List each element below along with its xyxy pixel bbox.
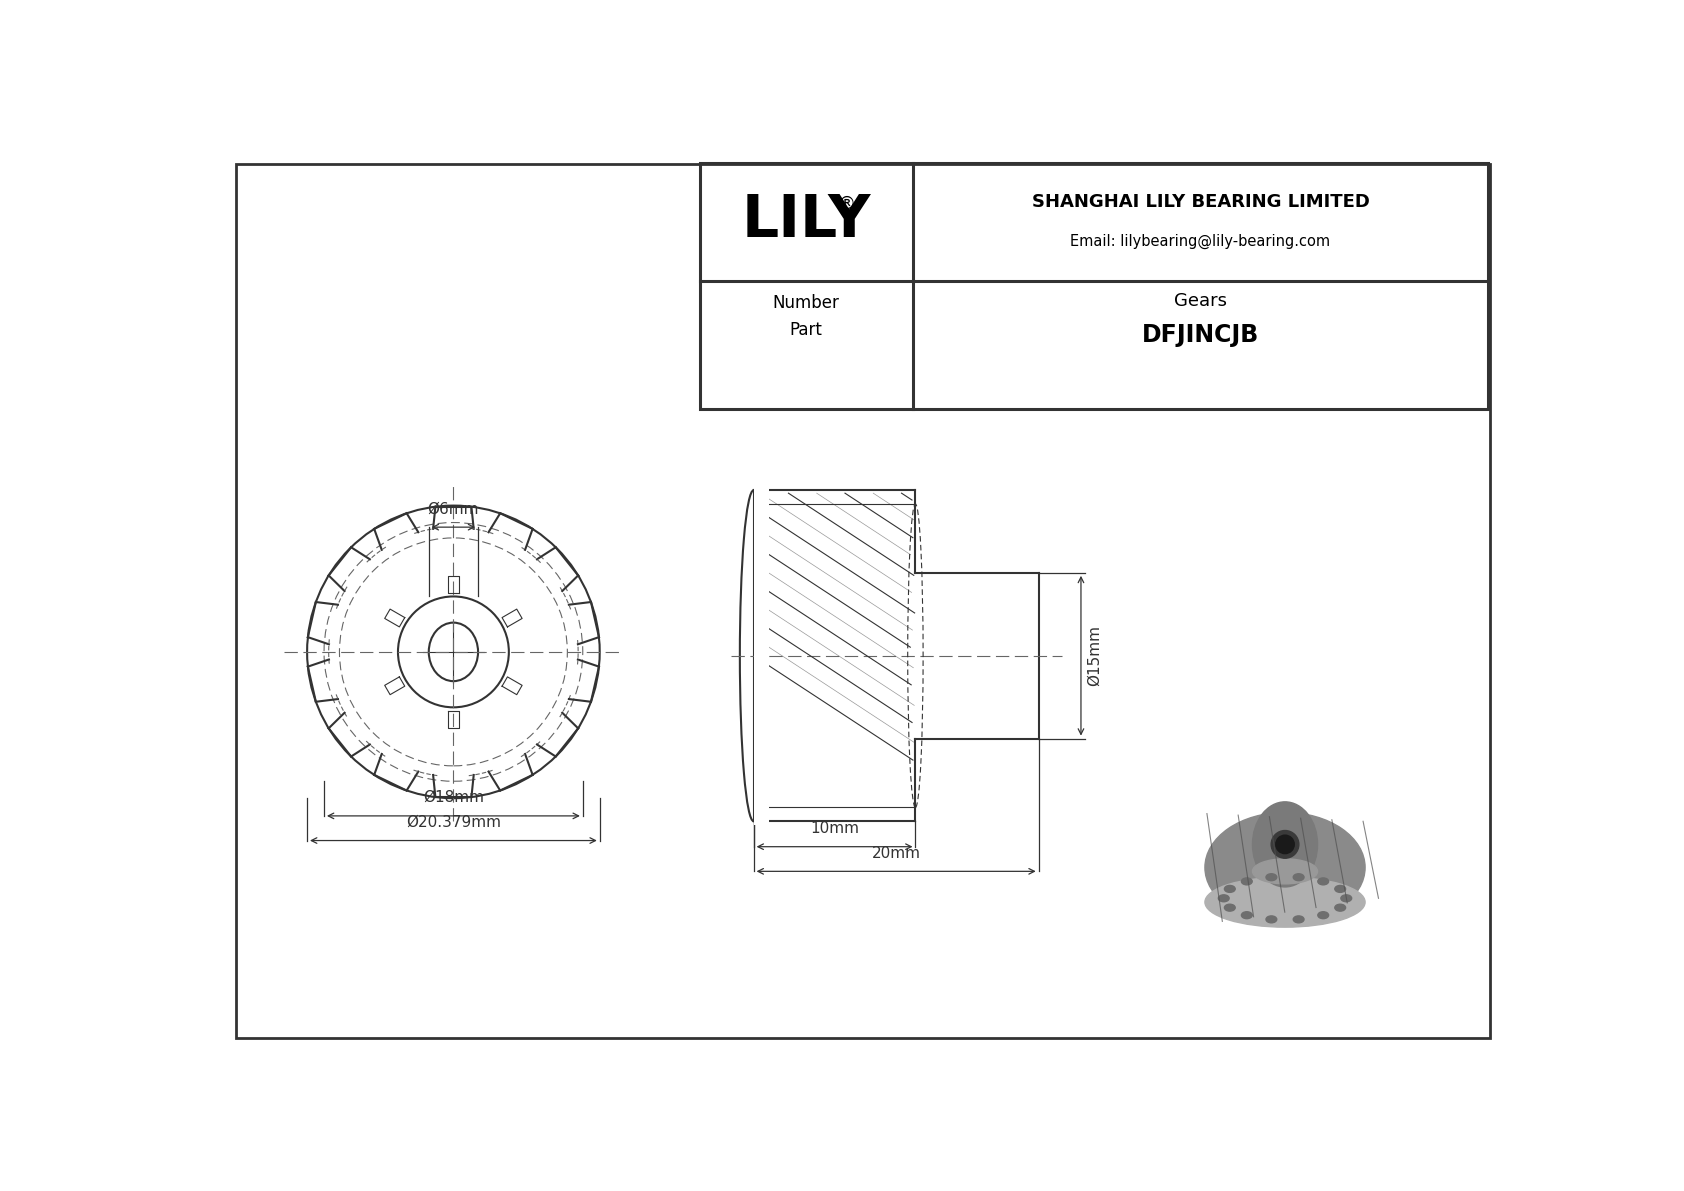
Text: LILY: LILY [741,192,871,249]
Text: Ø6mm: Ø6mm [428,501,480,517]
Ellipse shape [1266,916,1276,923]
Ellipse shape [1241,912,1253,918]
Ellipse shape [1253,802,1317,887]
Bar [701,163,1489,410]
Ellipse shape [1206,812,1366,923]
Text: DFJINCJB: DFJINCJB [1142,324,1260,348]
Text: SHANGHAI LILY BEARING LIMITED: SHANGHAI LILY BEARING LIMITED [1032,193,1369,211]
Text: Email: lilybearing@lily-bearing.com: Email: lilybearing@lily-bearing.com [1071,235,1330,249]
Text: Part: Part [790,322,823,339]
Circle shape [1276,835,1295,854]
Ellipse shape [1340,894,1352,902]
Circle shape [1271,830,1298,859]
Text: Ø20.379mm: Ø20.379mm [406,815,500,830]
Ellipse shape [1335,885,1346,892]
Ellipse shape [1224,904,1234,911]
Text: ®: ® [837,195,855,213]
Ellipse shape [1266,874,1276,880]
Ellipse shape [1218,894,1229,902]
Text: Number: Number [773,294,840,312]
Ellipse shape [1335,904,1346,911]
Bar [754,486,770,825]
Ellipse shape [1206,877,1366,927]
Ellipse shape [1293,916,1303,923]
Text: 10mm: 10mm [810,821,859,836]
Ellipse shape [1293,874,1303,880]
Ellipse shape [1319,878,1329,885]
Ellipse shape [1319,912,1329,918]
Text: Gears: Gears [1174,292,1228,310]
Ellipse shape [1241,878,1253,885]
Text: Ø18mm: Ø18mm [423,790,483,805]
Text: Ø15mm: Ø15mm [1088,625,1103,686]
Ellipse shape [1224,885,1234,892]
Text: 20mm: 20mm [872,846,921,861]
Ellipse shape [1253,859,1317,884]
